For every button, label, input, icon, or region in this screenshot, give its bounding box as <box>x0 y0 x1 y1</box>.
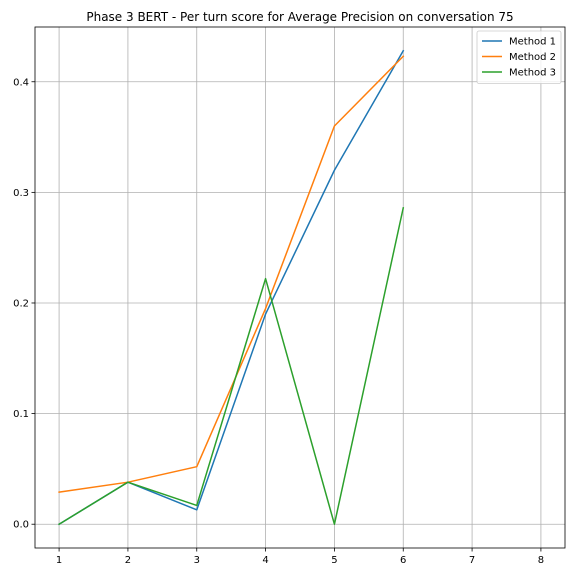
y-tick-label: 0.2 <box>13 298 29 309</box>
x-tick-label: 7 <box>469 555 475 566</box>
legend: Method 1 Method 2 Method 3 <box>476 30 562 84</box>
series-lines <box>58 49 405 526</box>
y-tick-label: 0.3 <box>13 188 29 199</box>
legend-label: Method 3 <box>509 68 556 79</box>
legend-label: Method 2 <box>509 52 556 63</box>
plot-frame <box>34 26 566 549</box>
x-tick-label: 4 <box>262 555 268 566</box>
chart-title: Phase 3 BERT - Per turn score for Averag… <box>86 10 513 24</box>
x-tick-label: 1 <box>56 555 62 566</box>
series-line-method-3 <box>58 206 405 526</box>
x-tick-label: 6 <box>400 555 406 566</box>
x-tick-label: 2 <box>125 555 131 566</box>
legend-box <box>476 30 562 84</box>
y-tick-label: 0.4 <box>13 77 29 88</box>
axis-ticks: 1 2 3 4 5 6 7 8 0.0 0.1 0.2 0.3 0.4 <box>13 77 544 566</box>
x-tick-label: 8 <box>538 555 544 566</box>
x-tick-label: 5 <box>331 555 337 566</box>
series-line-method-2 <box>58 55 405 493</box>
y-tick-label: 0.1 <box>13 409 29 420</box>
y-tick-label: 0.0 <box>13 520 29 531</box>
legend-label: Method 1 <box>509 37 556 48</box>
x-tick-label: 3 <box>194 555 200 566</box>
